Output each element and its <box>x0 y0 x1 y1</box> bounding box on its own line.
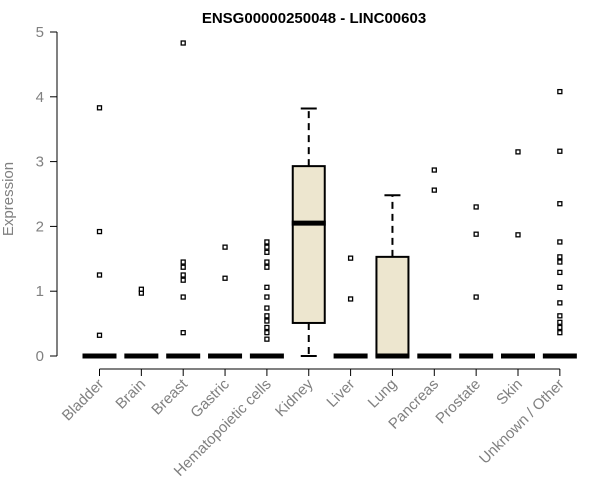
box-pancreas <box>417 167 452 359</box>
x-tick-label: Brain <box>112 376 149 413</box>
outlier-point <box>222 275 228 281</box>
y-axis-ticks: 0 1 2 3 4 5 <box>36 24 57 365</box>
box-prostate <box>459 204 494 359</box>
outlier-point <box>180 277 186 283</box>
outlier-point <box>264 305 270 311</box>
box-breast <box>166 40 201 359</box>
outlier-point <box>431 187 437 193</box>
outlier-point <box>473 294 479 300</box>
x-tick-label: Breast <box>148 375 191 418</box>
box-iqr <box>291 165 326 324</box>
outlier-point <box>180 272 186 278</box>
outlier-point <box>264 313 270 319</box>
outlier-point <box>557 148 563 154</box>
x-tick-label: Prostate <box>432 376 484 428</box>
outlier-point <box>180 40 186 46</box>
outlier-point <box>264 264 270 270</box>
box-iqr <box>375 255 410 357</box>
outlier-point <box>96 228 103 235</box>
outlier-point <box>473 204 479 210</box>
outlier-point <box>557 254 563 260</box>
x-tick-label: Kidney <box>272 375 317 420</box>
outlier-point <box>180 259 186 265</box>
outlier-point <box>557 201 563 207</box>
box-kidney <box>291 107 326 357</box>
outlier-point <box>264 330 270 336</box>
outlier-point <box>557 319 563 325</box>
y-tick-label: 5 <box>36 24 44 41</box>
x-tick-label: Skin <box>493 376 526 409</box>
outlier-point <box>557 269 563 276</box>
outlier-point <box>264 294 270 300</box>
box-bladder <box>82 105 117 359</box>
box-skin <box>501 149 535 359</box>
x-tick-label: Lung <box>365 376 401 412</box>
box-brain <box>124 286 159 359</box>
y-tick-label: 3 <box>36 154 44 171</box>
outlier-point <box>264 336 270 342</box>
outlier-point <box>180 330 186 336</box>
outlier-point <box>557 313 563 319</box>
outlier-point <box>347 255 354 261</box>
outlier-point <box>96 332 103 338</box>
box-gastric <box>208 244 243 359</box>
chart-title: ENSG00000250048 - LINC00603 <box>202 10 426 27</box>
y-tick-label: 1 <box>36 283 44 300</box>
y-axis-label: Expression <box>0 162 17 236</box>
box-lung <box>375 194 410 359</box>
outlier-point <box>557 284 563 290</box>
outlier-point <box>557 330 563 336</box>
box-hematopoietic-cells <box>249 239 284 359</box>
y-tick-label: 0 <box>36 348 44 365</box>
outlier-point <box>264 244 270 250</box>
box-liver <box>333 255 368 359</box>
outlier-point <box>557 300 563 306</box>
y-tick-label: 2 <box>36 218 44 235</box>
outlier-point <box>264 239 270 245</box>
x-tick-label: Bladder <box>59 376 108 425</box>
outlier-point <box>473 231 479 237</box>
box-series <box>82 40 577 359</box>
x-tick-label: Liver <box>323 376 358 411</box>
outlier-point <box>264 259 270 265</box>
outlier-point <box>138 286 145 292</box>
outlier-point <box>180 294 186 300</box>
outlier-point <box>264 324 270 331</box>
outlier-point <box>515 149 521 155</box>
outlier-point <box>222 244 228 250</box>
outlier-point <box>180 264 186 270</box>
outlier-point <box>557 239 563 245</box>
outlier-point <box>347 296 354 302</box>
outlier-point <box>515 232 521 238</box>
outlier-point <box>264 284 270 290</box>
outlier-point <box>557 324 563 331</box>
outlier-point <box>96 272 103 278</box>
outlier-point <box>557 259 563 265</box>
outlier-point <box>264 318 270 324</box>
outlier-point <box>557 88 563 95</box>
y-tick-label: 4 <box>36 89 44 106</box>
box-unknown-other <box>542 88 577 359</box>
outlier-point <box>96 105 103 111</box>
outlier-point <box>431 167 437 173</box>
outlier-point <box>264 249 270 255</box>
